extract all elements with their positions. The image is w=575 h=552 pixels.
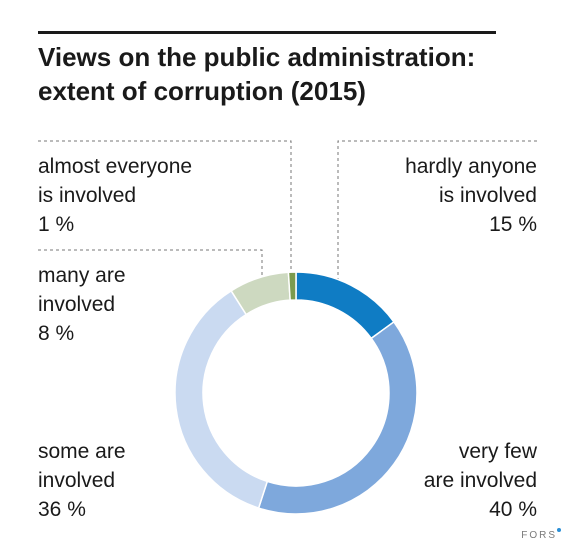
slice-hardly-anyone <box>295 271 395 340</box>
label-some: some are involved 36 % <box>38 437 126 524</box>
chart-title-line-2: extent of corruption (2015) <box>38 76 366 106</box>
label-hardly-anyone-line-1: hardly anyone <box>405 155 537 178</box>
label-almost-everyone-value: 1 % <box>38 213 75 236</box>
label-many-value: 8 % <box>38 322 75 345</box>
slice-almost-everyone <box>287 271 297 301</box>
label-many-line-1: many are <box>38 264 126 287</box>
brand-logo: FORS <box>521 530 557 541</box>
label-some-value: 36 % <box>38 498 86 521</box>
label-hardly-anyone: hardly anyone is involved 15 % <box>405 152 537 239</box>
label-hardly-anyone-value: 15 % <box>489 213 537 236</box>
leader-hardly-anyone <box>337 140 537 279</box>
leader-many <box>38 249 263 280</box>
chart-title-line-1: Views on the public administration: <box>38 42 476 72</box>
label-very-few: very few are involved 40 % <box>424 437 537 524</box>
label-many-line-2: involved <box>38 293 116 316</box>
leader-almost-everyone <box>38 140 292 272</box>
label-hardly-anyone-line-2: is involved <box>438 184 537 207</box>
label-some-line-2: involved <box>38 469 116 492</box>
label-almost-everyone-line-1: almost everyone <box>38 155 193 178</box>
title-rule <box>38 31 496 34</box>
slice-very-few <box>257 320 418 515</box>
chart-title: Views on the public administration: exte… <box>38 40 538 108</box>
label-almost-everyone: almost everyone is involved 1 % <box>38 152 192 239</box>
brand-dot-icon <box>557 528 561 532</box>
label-some-line-1: some are <box>38 440 126 463</box>
label-almost-everyone-line-2: is involved <box>38 184 137 207</box>
label-very-few-line-1: very few <box>458 440 537 463</box>
label-many: many are involved 8 % <box>38 261 126 348</box>
label-very-few-value: 40 % <box>489 498 537 521</box>
label-very-few-line-2: are involved <box>423 469 537 492</box>
slice-some <box>174 289 269 510</box>
